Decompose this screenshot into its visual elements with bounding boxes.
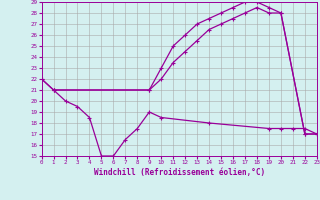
X-axis label: Windchill (Refroidissement éolien,°C): Windchill (Refroidissement éolien,°C) [94,168,265,177]
